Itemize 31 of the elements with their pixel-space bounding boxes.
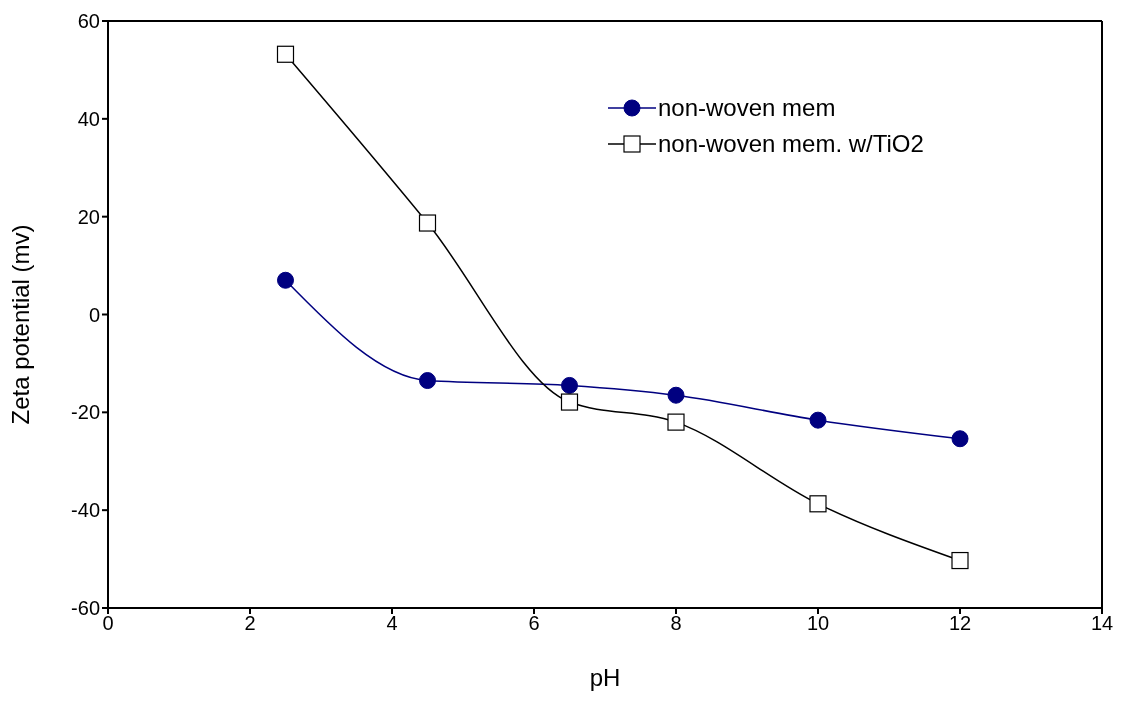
x-tick-label: 4 [386,612,398,635]
point [277,271,294,289]
y-tick-label: 60 [77,10,100,33]
point [419,372,436,390]
x-axis-title: pH [589,664,621,691]
x-tick-label: 0 [102,612,114,635]
point [560,393,579,411]
y-tick-label: 0 [88,303,100,326]
y-tick-label: -20 [71,401,100,424]
legend-label: non-woven mem. w/TiO2 [658,129,924,159]
point [951,430,969,448]
point [951,551,969,570]
x-tick-label: 8 [670,612,682,635]
x-tick-label: 14 [1090,612,1114,635]
point [667,413,685,431]
y-tick-label: -60 [71,597,100,620]
x-tick-label: 6 [528,612,540,635]
x-tick-label: 2 [244,612,256,635]
point [667,386,685,404]
point [276,45,295,63]
x-tick-label: 12 [948,612,972,635]
x-tick-label: 10 [806,612,830,635]
point [418,214,437,232]
legend-label: non-woven mem [658,93,836,123]
y-axis-title: Zeta potential (mv) [6,224,34,425]
y-tick-label: -40 [71,499,100,522]
point [561,376,578,394]
y-tick-label: 20 [77,205,100,228]
y-tick-label: 40 [77,107,100,130]
point [809,411,827,429]
point [809,495,827,513]
